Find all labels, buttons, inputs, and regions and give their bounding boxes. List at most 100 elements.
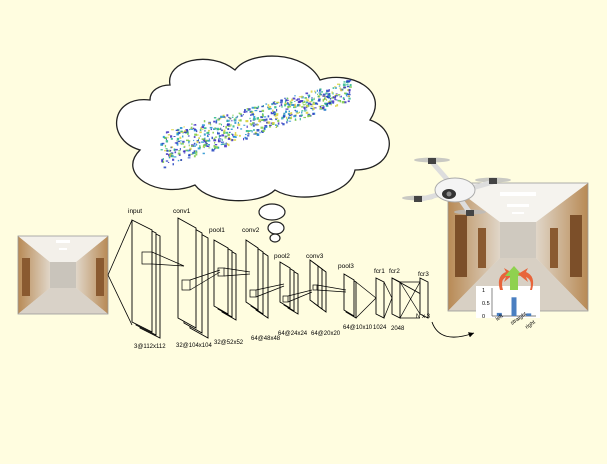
point-cloud-dot [173,156,177,158]
point-cloud-dot [294,109,296,112]
point-cloud-dot [186,150,188,152]
point-cloud-dot [196,143,198,146]
dim-input: 3@112x112 [134,344,166,350]
point-cloud-dot [171,129,174,131]
point-cloud-dot [231,120,233,122]
label-pool2: pool2 [274,253,290,260]
point-cloud-dot [334,86,337,88]
point-cloud-dot [243,137,245,141]
point-cloud-dot [190,128,193,129]
point-cloud-dot [200,127,203,130]
point-cloud-dot [174,148,178,151]
point-cloud-dot [263,116,267,118]
layer-conv3 [309,259,327,313]
point-cloud-dot [294,104,296,107]
point-cloud-dot [208,129,210,132]
point-cloud-dot [221,141,225,143]
cloud-bubble-small [269,233,281,243]
point-cloud-dot [235,116,237,119]
point-cloud-dot [218,135,220,138]
point-cloud-dot [166,138,167,141]
point-cloud-dot [177,159,180,162]
point-cloud-dot [216,127,219,131]
point-cloud-dot [170,138,173,140]
point-cloud-dot [284,97,286,100]
thought-cloud [116,55,390,243]
point-cloud-dot [180,142,182,145]
point-cloud-dot [328,94,331,98]
point-cloud-dot [315,91,317,94]
inset-background [476,286,540,318]
point-cloud-dot [286,103,289,105]
point-cloud-dot [347,95,350,97]
point-cloud-dot [246,108,249,110]
point-cloud-dot [213,137,216,141]
point-cloud-dot [292,97,296,100]
point-cloud-dot [251,106,255,109]
point-cloud-dot [189,149,191,152]
point-cloud-dot [283,112,286,115]
point-cloud-dot [165,153,169,155]
point-cloud-dot [206,131,210,135]
point-cloud-dot [218,123,221,125]
point-cloud-dot [243,124,246,126]
point-cloud-dot [191,123,193,125]
point-cloud-dot [228,116,230,119]
dimension-labels: 3@112x112 32@104x104 32@52x52 64@48x48 6… [134,314,431,350]
point-cloud-dot [178,153,181,156]
point-cloud-dot [312,107,315,110]
point-cloud-dot [193,128,196,131]
point-cloud-dot [305,111,309,114]
point-cloud-dot [167,136,169,139]
point-cloud-dot [253,133,256,135]
point-cloud-dot [194,124,196,126]
point-cloud-dot [317,93,319,95]
input-projection [107,219,133,326]
point-cloud-dot [310,90,313,93]
point-cloud-dot [318,92,322,94]
point-cloud-dot [176,140,178,142]
point-cloud-dot [166,149,169,152]
point-cloud-dot [196,140,199,142]
point-cloud-dot [296,104,299,107]
point-cloud-dot [170,150,172,152]
point-cloud-dot [338,100,340,102]
point-cloud-dot [291,98,294,101]
point-cloud-dot [290,112,293,115]
point-cloud-dot [327,102,330,104]
point-cloud-dot [224,136,227,139]
point-cloud-dot [193,151,196,155]
point-cloud-dot [332,96,335,99]
point-cloud-dot [329,97,332,100]
point-cloud-dot [272,122,275,125]
point-cloud-dot [201,124,205,127]
point-cloud-dot [339,100,342,103]
point-cloud-dot [288,120,292,122]
point-cloud-dot [284,100,286,103]
point-cloud-dot [165,148,168,150]
point-cloud-dot [273,111,275,113]
point-cloud-dot [288,117,290,119]
point-cloud-dot [221,129,223,132]
point-cloud-dot [211,149,215,152]
point-cloud-dot [160,149,163,151]
point-cloud-dot [279,105,281,107]
point-cloud-dot [277,119,280,123]
point-cloud-dot [347,93,349,95]
point-cloud-dot [259,110,262,113]
point-cloud-dot [276,101,280,104]
point-cloud-dot [250,111,254,114]
point-cloud-dot [173,136,176,137]
point-cloud-dot [194,150,196,152]
point-cloud-dot [335,95,336,97]
point-cloud-dot [209,126,213,129]
point-cloud-dot [218,139,220,141]
point-cloud-dot [276,113,279,115]
point-cloud-dot [311,108,314,110]
point-cloud-dot [272,101,275,104]
point-cloud-dot [187,135,190,137]
point-cloud-dot [291,104,294,106]
point-cloud-dot [240,128,243,130]
point-cloud-dot [183,152,186,154]
